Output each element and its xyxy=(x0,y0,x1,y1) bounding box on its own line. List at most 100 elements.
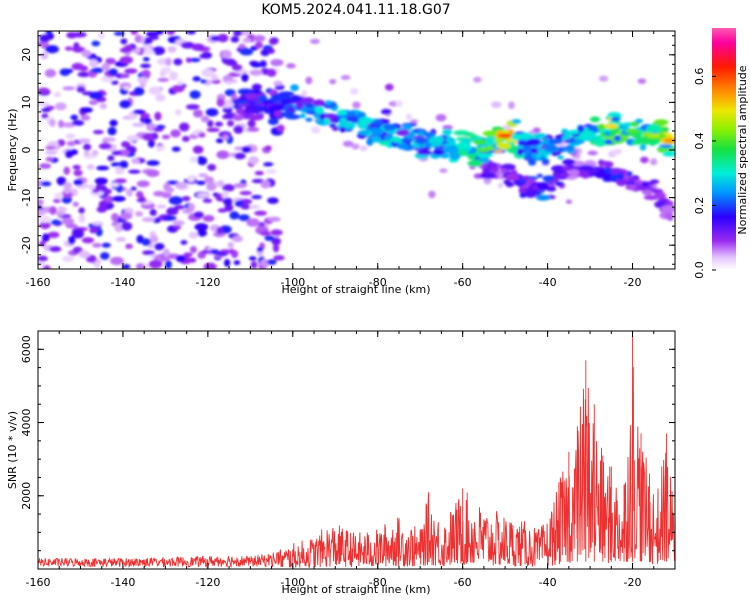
heatmap-cell xyxy=(482,130,497,137)
heatmap-cell xyxy=(640,156,649,164)
x-tick-label: -80 xyxy=(369,576,387,589)
heatmap-cell xyxy=(473,139,488,145)
heatmap-cell xyxy=(439,168,448,173)
heatmap-cell xyxy=(148,259,163,269)
heatmap-cell xyxy=(121,221,133,231)
y-tick-label: -20 xyxy=(20,236,33,254)
heatmap-cell xyxy=(186,31,196,35)
heatmap-cell xyxy=(251,194,263,200)
heatmap-cell xyxy=(608,167,624,175)
heatmap-cell xyxy=(266,259,277,265)
heatmap-cell xyxy=(122,263,131,269)
heatmap-cell xyxy=(254,170,264,176)
heatmap-cell xyxy=(221,190,229,199)
heatmap-cell xyxy=(207,163,217,171)
heatmap-cell xyxy=(416,150,433,156)
heatmap-cell xyxy=(246,218,260,227)
heatmap-cell xyxy=(156,145,166,150)
heatmap-cell xyxy=(215,138,224,144)
heatmap-cell xyxy=(568,129,581,134)
heatmap-cell xyxy=(108,182,120,187)
heatmap-cell xyxy=(496,142,511,149)
heatmap-cell xyxy=(92,242,102,248)
heatmap-cell xyxy=(41,113,49,119)
heatmap-cell xyxy=(69,149,79,156)
heatmap-cell xyxy=(81,49,92,58)
heatmap-cell xyxy=(642,189,654,196)
heatmap-cell xyxy=(88,59,99,68)
heatmap-cell xyxy=(613,135,622,142)
heatmap-cell xyxy=(245,105,258,111)
heatmap-cell xyxy=(107,126,117,136)
heatmap-cell xyxy=(264,145,272,151)
heatmap-cell xyxy=(234,152,246,160)
heatmap-cell xyxy=(323,118,330,124)
heatmap-cell xyxy=(663,137,675,143)
heatmap-cell xyxy=(119,100,132,109)
colorbar-gradient xyxy=(712,28,736,270)
heatmap-cell xyxy=(357,130,371,136)
heatmap-cell xyxy=(473,76,482,83)
heatmap-cell xyxy=(657,147,668,153)
heatmap-cell xyxy=(189,90,201,99)
heatmap-cell xyxy=(44,69,57,78)
heatmap-cell xyxy=(89,226,99,233)
heatmap-cell xyxy=(237,88,252,95)
heatmap-cell xyxy=(286,63,296,69)
heatmap-cell xyxy=(143,44,151,52)
heatmap-cell xyxy=(554,181,564,186)
heatmap-cell xyxy=(180,41,195,49)
heatmap-cell xyxy=(136,180,150,188)
heatmap-cell xyxy=(578,164,595,171)
heatmap-cell xyxy=(612,148,622,155)
heatmap-cell xyxy=(78,138,91,144)
heatmap-cell xyxy=(221,49,232,59)
heatmap-cell xyxy=(175,182,187,190)
heatmap-cell xyxy=(39,163,52,169)
heatmap-cell xyxy=(121,140,131,148)
heatmap-cell xyxy=(248,256,257,261)
heatmap-cell xyxy=(517,148,524,156)
x-tick-label: -140 xyxy=(110,576,135,589)
heatmap-cell xyxy=(63,186,72,194)
heatmap-cell xyxy=(439,153,450,159)
heatmap-cell xyxy=(102,137,116,142)
heatmap-cell xyxy=(193,211,204,219)
heatmap-cell xyxy=(38,215,52,223)
x-tick-label: -60 xyxy=(454,576,472,589)
heatmap-cell xyxy=(661,126,669,132)
heatmap-cell xyxy=(266,48,275,54)
heatmap-cell xyxy=(64,46,73,51)
heatmap-cell xyxy=(598,160,614,166)
heatmap-cell xyxy=(561,128,569,133)
heatmap-cell xyxy=(251,97,260,102)
snr-x-axis-label: Height of straight line (km) xyxy=(281,583,430,596)
heatmap-cell xyxy=(395,129,410,136)
heatmap-cell xyxy=(141,238,152,246)
heatmap-cell xyxy=(568,138,575,144)
heatmap-cell xyxy=(267,117,279,126)
heatmap-cell xyxy=(131,122,146,127)
heatmap-cell xyxy=(664,212,674,220)
heatmap-cell xyxy=(259,231,271,236)
heatmap-cell xyxy=(649,179,660,185)
heatmap-cell xyxy=(557,155,564,160)
heatmap-cell xyxy=(249,204,261,210)
heatmap-cell xyxy=(349,115,360,123)
heatmap-cell xyxy=(148,35,159,41)
heatmap-cell xyxy=(217,180,225,188)
x-tick-label: -60 xyxy=(454,276,472,289)
heatmap-cell xyxy=(217,33,229,43)
heatmap-cell xyxy=(329,78,337,85)
heatmap-cell xyxy=(50,219,61,225)
heatmap-cell xyxy=(166,31,176,35)
heatmap-cell xyxy=(163,215,177,221)
heatmap-cell xyxy=(456,141,471,148)
heatmap-cell xyxy=(248,114,264,121)
heatmap-cell xyxy=(126,188,133,197)
heatmap-cell xyxy=(72,31,87,38)
heatmap-cell xyxy=(157,77,170,82)
heatmap-cell xyxy=(191,43,205,51)
heatmap-cell xyxy=(103,188,112,195)
heatmap-cell xyxy=(229,211,240,220)
